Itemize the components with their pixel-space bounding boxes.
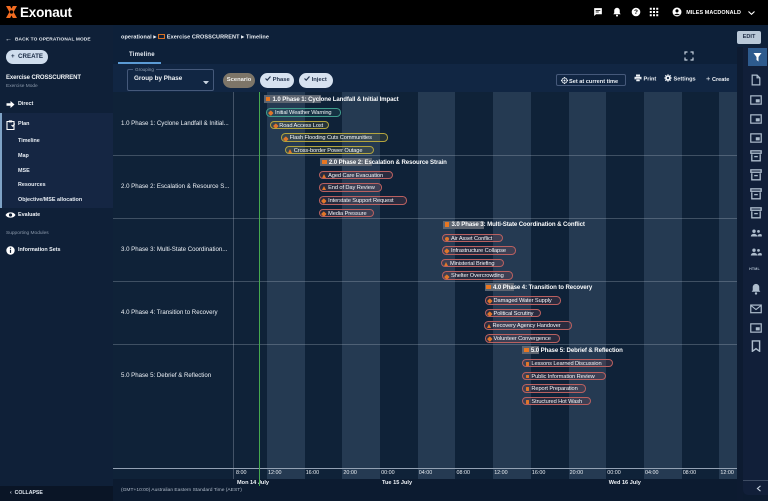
svg-text:?: ?	[634, 9, 638, 16]
